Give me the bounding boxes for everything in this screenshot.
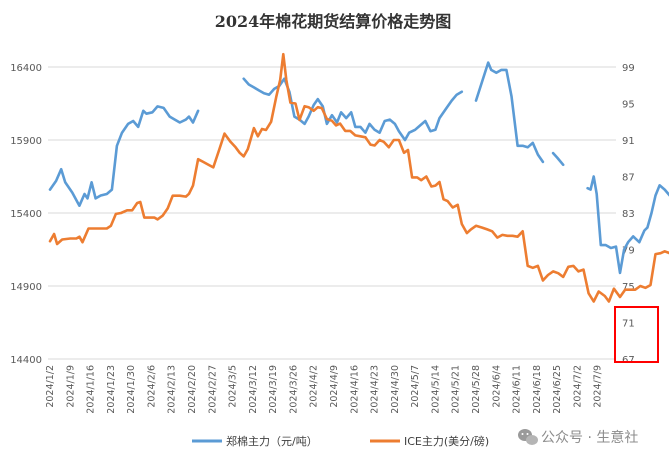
left-tick-label: 14400 — [10, 355, 42, 366]
x-tick-label: 2024/4/9 — [329, 365, 340, 408]
x-axis: 2024/1/2 2024/1/9 2024/1/16 2024/1/23 2024/1… — [45, 365, 604, 414]
x-tick-label: 2024/4/2 — [309, 365, 320, 408]
x-tick-label: 2024/6/18 — [532, 365, 543, 414]
right-tick-label: 83 — [622, 209, 635, 220]
x-tick-label: 2024/3/26 — [288, 365, 299, 414]
zhengmian-line-segment — [551, 151, 565, 167]
legend-label-zhengmian: 郑棉主力（元/吨） — [226, 434, 318, 448]
right-tick-label: 99 — [622, 63, 635, 74]
right-y-axis: 67 71 75 79 83 87 91 95 99 — [622, 63, 635, 366]
x-tick-label: 2024/7/2 — [572, 365, 583, 408]
zhengmian-line-segment — [48, 105, 200, 207]
x-tick-label: 2024/3/19 — [268, 365, 279, 414]
x-tick-label: 2024/3/5 — [228, 365, 239, 408]
x-tick-label: 2024/2/6 — [146, 365, 157, 408]
left-tick-label: 16400 — [10, 63, 42, 74]
watermark: 公众号 · 生意社 — [518, 429, 638, 446]
right-tick-label: 79 — [622, 246, 635, 257]
x-tick-label: 2024/4/30 — [390, 365, 401, 414]
zhengmian-line-segment — [474, 61, 545, 164]
zhengmian-line-segment — [586, 175, 669, 275]
right-tick-label: 95 — [622, 100, 635, 111]
x-tick-label: 2024/2/27 — [207, 365, 218, 414]
left-tick-label: 15900 — [10, 136, 42, 147]
legend: 郑棉主力（元/吨） ICE主力(美分/磅) — [192, 434, 489, 448]
x-tick-label: 2024/5/7 — [410, 365, 421, 408]
x-tick-label: 2024/6/25 — [552, 365, 563, 414]
right-tick-label: 71 — [622, 319, 635, 330]
x-tick-label: 2024/5/14 — [430, 365, 441, 414]
x-tick-label: 2024/1/2 — [45, 365, 56, 408]
x-tick-label: 2024/1/23 — [106, 365, 117, 414]
x-tick-label: 2024/1/9 — [65, 365, 76, 408]
legend-label-ice: ICE主力(美分/磅) — [404, 434, 489, 448]
watermark-text: 公众号 · 生意社 — [541, 429, 638, 446]
highlight-box — [614, 306, 659, 363]
wechat-icon — [518, 429, 538, 445]
zhengmian-line-segment — [242, 77, 464, 142]
right-tick-label: 91 — [622, 136, 635, 147]
x-tick-label: 2024/5/21 — [451, 365, 462, 414]
x-tick-label: 2024/4/23 — [370, 365, 381, 414]
left-tick-label: 14900 — [10, 282, 42, 293]
x-tick-label: 2024/1/16 — [86, 365, 97, 414]
right-tick-label: 75 — [622, 282, 635, 293]
x-tick-label: 2024/7/9 — [593, 365, 604, 408]
x-tick-label: 2024/2/13 — [167, 365, 178, 414]
right-tick-label: 67 — [622, 355, 635, 366]
x-tick-label: 2024/3/12 — [248, 365, 259, 414]
ice-line-segment — [48, 52, 669, 303]
series-lines — [48, 52, 669, 303]
x-tick-label: 2024/1/30 — [126, 365, 137, 414]
chart-title: 2024年棉花期货结算价格走势图 — [215, 12, 452, 31]
grid — [48, 66, 616, 360]
left-tick-label: 15400 — [10, 209, 42, 220]
x-tick-label: 2024/4/16 — [349, 365, 360, 414]
left-y-axis: 14400 14900 15400 15900 16400 — [10, 63, 42, 366]
x-tick-label: 2024/5/28 — [471, 365, 482, 414]
x-tick-label: 2024/2/20 — [187, 365, 198, 414]
x-tick-label: 2024/6/11 — [512, 365, 523, 414]
right-tick-label: 87 — [622, 173, 635, 184]
x-tick-label: 2024/6/4 — [491, 365, 502, 408]
